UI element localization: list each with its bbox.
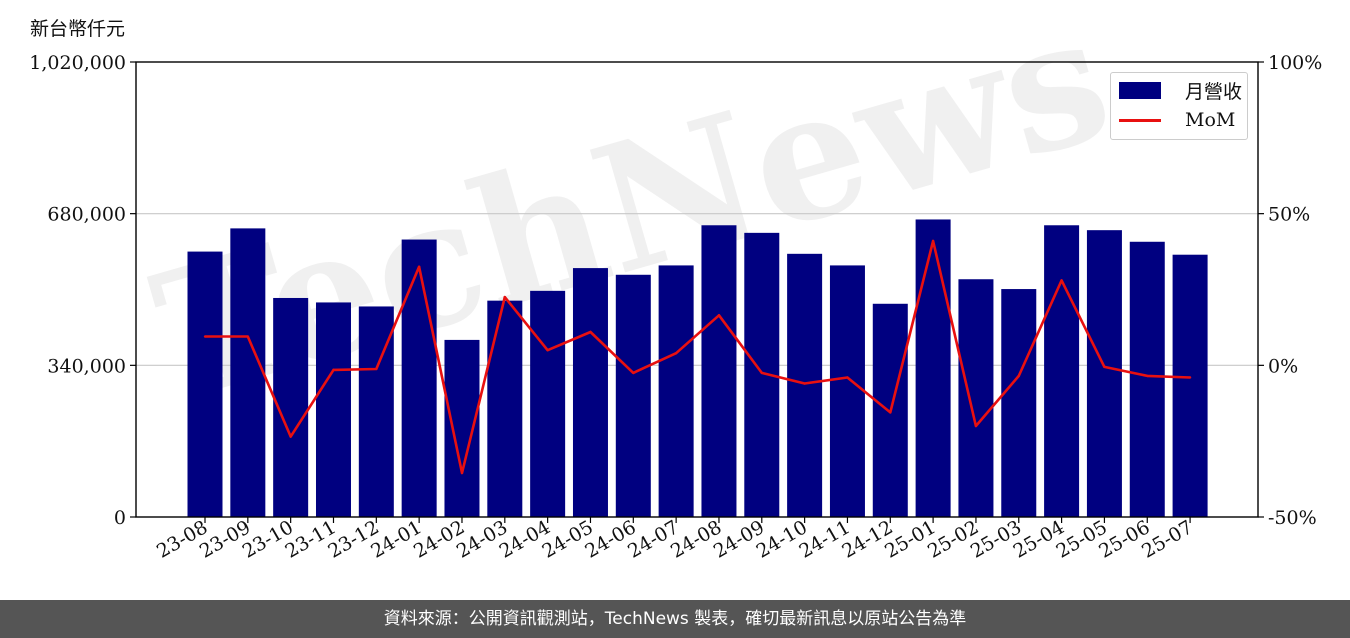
bar-24-06: [615, 274, 651, 517]
bar-25-06: [1129, 241, 1165, 518]
plot-frame: [135, 61, 1259, 518]
legend-item-mom: MoM: [1119, 107, 1235, 133]
bar-25-04: [1044, 225, 1080, 517]
left-tick-label-2: 680,000: [47, 204, 126, 226]
mom-point-24-02: [460, 471, 464, 475]
mom-point-24-10: [803, 382, 806, 385]
legend-label-revenue: 月營收: [1185, 80, 1243, 103]
mom-point-23-08: [203, 335, 207, 338]
bar-25-07: [1172, 254, 1208, 518]
left-tick-label-0: 0: [114, 507, 126, 529]
mom-line-layer: [203, 239, 1192, 475]
bar-25-01: [915, 219, 951, 517]
bar-24-08: [701, 225, 737, 517]
unit-label: 新台幣仟元: [30, 18, 126, 40]
bar-25-02: [958, 279, 994, 517]
bar-24-10: [787, 253, 823, 517]
mom-point-24-07: [674, 352, 678, 355]
bar-24-07: [658, 265, 694, 517]
mom-point-25-03: [1017, 374, 1020, 378]
mom-point-25-07: [1188, 376, 1192, 379]
mom-point-23-10: [289, 435, 292, 438]
mom-point-23-12: [375, 367, 378, 371]
mom-point-24-04: [546, 348, 549, 352]
mom-point-25-06: [1146, 374, 1149, 378]
legend: 月營收 MoM: [1110, 72, 1248, 140]
legend-swatch-line: [1119, 118, 1161, 122]
x-tick-label-25-07: 25-07: [1138, 516, 1196, 562]
bar-24-02: [444, 339, 480, 517]
bar-23-11: [315, 302, 351, 517]
mom-point-24-08: [717, 314, 721, 317]
bar-24-01: [401, 239, 437, 517]
left-tick-label-3: 1,020,000: [29, 52, 126, 74]
bar-24-03: [487, 300, 523, 517]
mom-point-24-09: [760, 371, 763, 375]
mom-line: [205, 239, 1191, 475]
right-tick-label-3: 100%: [1268, 52, 1322, 74]
legend-label-mom: MoM: [1185, 109, 1236, 131]
bar-23-09: [230, 228, 266, 517]
mom-point-23-11: [332, 368, 335, 372]
left-tick-label-1: 340,000: [47, 355, 126, 377]
mom-point-25-04: [1060, 279, 1063, 282]
mom-point-24-11: [846, 376, 849, 379]
legend-swatch-bar: [1119, 81, 1161, 99]
mom-point-24-12: [889, 411, 892, 414]
revenue-chart: TechNews 0340,000680,0001,020,000-50%0%5…: [29, 0, 1322, 563]
right-tick-label-1: 0%: [1268, 355, 1298, 377]
right-tick-label-0: -50%: [1268, 507, 1317, 529]
mom-point-24-05: [589, 330, 592, 334]
bar-24-11: [829, 265, 865, 517]
mom-point-25-05: [1103, 365, 1106, 369]
right-tick-label-2: 50%: [1268, 204, 1310, 226]
bar-25-05: [1086, 230, 1122, 517]
mom-point-24-06: [632, 371, 635, 375]
bar-25-03: [1001, 289, 1037, 517]
revenue-bars: [187, 219, 1208, 518]
mom-point-24-01: [417, 265, 421, 268]
bar-23-08: [187, 251, 223, 518]
legend-item-revenue: 月營收: [1119, 77, 1242, 103]
bar-24-04: [530, 290, 566, 517]
mom-point-23-09: [246, 335, 250, 338]
source-footer: 資料來源：公開資訊觀測站，TechNews 製表，確切最新訊息以原站公告為準: [0, 600, 1350, 638]
mom-point-25-01: [931, 239, 935, 243]
bar-24-05: [572, 268, 608, 517]
mom-point-25-02: [974, 424, 978, 428]
mom-point-24-03: [503, 295, 507, 299]
